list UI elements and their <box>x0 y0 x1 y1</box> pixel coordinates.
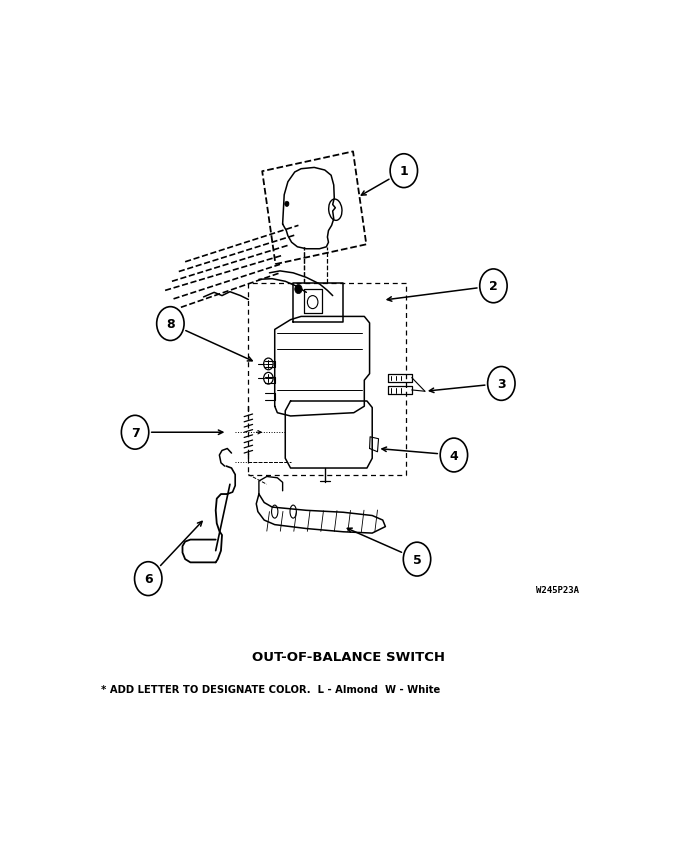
Text: * ADD LETTER TO DESIGNATE COLOR.  L - Almond  W - White: * ADD LETTER TO DESIGNATE COLOR. L - Alm… <box>101 684 440 695</box>
Circle shape <box>440 439 468 473</box>
Text: 2: 2 <box>489 280 498 293</box>
Circle shape <box>285 202 289 208</box>
Text: 4: 4 <box>449 449 458 462</box>
Circle shape <box>403 543 430 576</box>
Circle shape <box>390 154 418 188</box>
Text: 3: 3 <box>497 377 506 391</box>
Circle shape <box>294 285 302 295</box>
Circle shape <box>121 416 149 450</box>
Text: 6: 6 <box>144 572 152 586</box>
Text: 8: 8 <box>166 317 175 331</box>
Text: 5: 5 <box>413 553 422 566</box>
Circle shape <box>156 307 184 341</box>
Text: W245P23A: W245P23A <box>536 586 579 594</box>
Text: 1: 1 <box>399 165 408 178</box>
Text: 7: 7 <box>131 426 139 439</box>
Circle shape <box>488 367 515 401</box>
Circle shape <box>135 562 162 596</box>
Text: OUT-OF-BALANCE SWITCH: OUT-OF-BALANCE SWITCH <box>252 651 445 663</box>
Circle shape <box>479 269 507 303</box>
